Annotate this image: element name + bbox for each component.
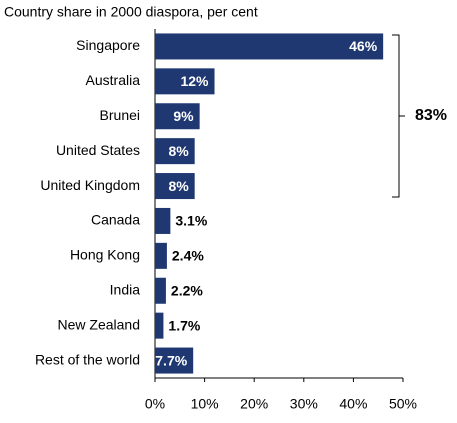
value-label: 9% xyxy=(173,108,194,124)
bar xyxy=(155,138,195,165)
value-label: 3.1% xyxy=(175,213,207,229)
value-label: 8% xyxy=(168,178,189,194)
bracket xyxy=(392,34,405,198)
bar xyxy=(155,312,164,339)
value-label: 7.7% xyxy=(155,352,187,368)
x-tick-label: 0% xyxy=(145,396,165,412)
bar xyxy=(155,103,200,130)
value-label: 8% xyxy=(168,143,189,159)
value-label: 1.7% xyxy=(168,317,200,333)
bar xyxy=(155,277,166,304)
bar xyxy=(155,207,171,234)
bar xyxy=(155,173,195,200)
y-tick-label: Rest of the world xyxy=(35,351,140,367)
bracket-label: 83% xyxy=(415,107,447,124)
x-tick-label: 20% xyxy=(240,396,268,412)
value-label: 12% xyxy=(180,73,209,89)
y-tick-label: Australia xyxy=(86,72,141,88)
bar xyxy=(155,347,194,374)
y-tick-label: Singapore xyxy=(76,37,140,53)
chart-title: Country share in 2000 diaspora, per cent xyxy=(4,4,258,20)
x-tick-label: 40% xyxy=(339,396,367,412)
y-tick-label: Hong Kong xyxy=(70,247,140,263)
x-tick-label: 30% xyxy=(290,396,318,412)
y-tick-label: New Zealand xyxy=(58,316,141,332)
y-tick-label: India xyxy=(110,281,141,297)
value-label: 46% xyxy=(349,38,378,54)
x-tick-label: 50% xyxy=(389,396,417,412)
y-tick-label: United Kingdom xyxy=(40,177,140,193)
y-tick-label: Canada xyxy=(91,212,140,228)
y-tick-label: Brunei xyxy=(100,107,140,123)
value-label: 2.2% xyxy=(171,282,203,298)
y-tick-label: United States xyxy=(56,142,140,158)
bar xyxy=(155,68,215,95)
bar xyxy=(155,242,167,269)
x-tick-label: 10% xyxy=(191,396,219,412)
value-label: 2.4% xyxy=(172,248,204,264)
bar xyxy=(155,33,384,60)
